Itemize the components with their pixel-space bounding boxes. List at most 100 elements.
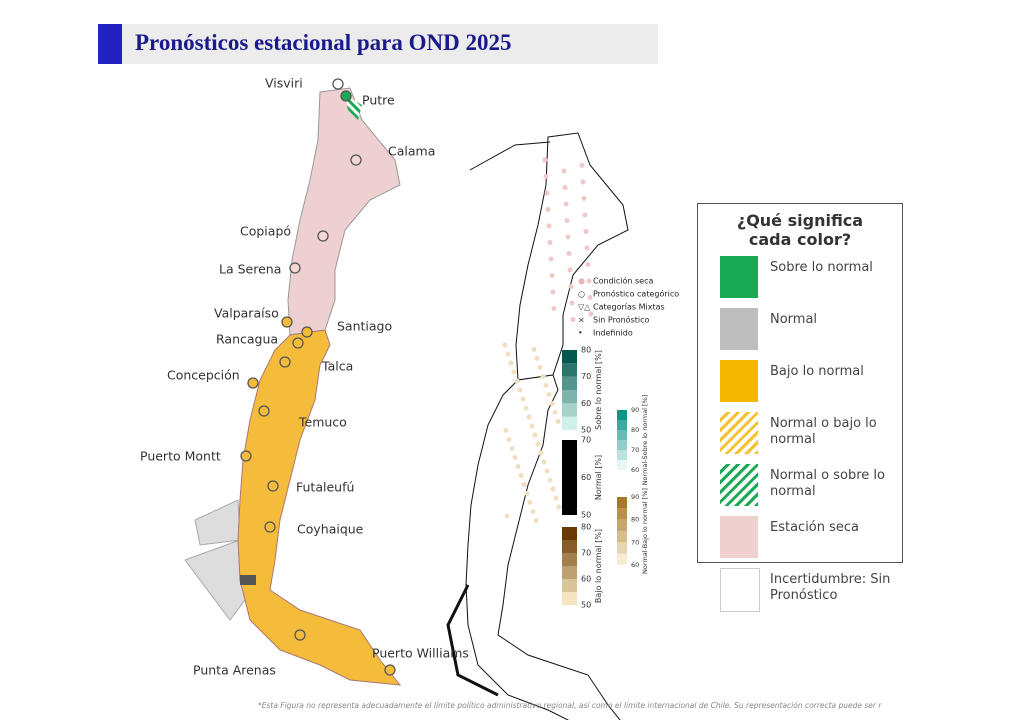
colorbar-tick: 60 [581, 473, 591, 482]
station-dot [552, 410, 558, 415]
station-dot [583, 229, 589, 234]
station-dot [515, 464, 521, 469]
station-dot [546, 392, 552, 397]
fjords [446, 584, 499, 697]
station-dot [505, 351, 511, 357]
station-dot [581, 196, 587, 201]
station-dot [570, 317, 576, 322]
colorbar-step [617, 531, 627, 543]
legend-label: Sobre lo normal [770, 260, 873, 275]
colorbar-step [562, 452, 577, 465]
station-dot [542, 157, 548, 163]
colorbar-step [617, 450, 627, 460]
title-bar [98, 24, 658, 64]
legend-label: Normal o sobre lo normal [770, 468, 885, 499]
city-marker [292, 337, 304, 349]
colorbar-tick: 60 [581, 399, 591, 408]
station-dot [556, 504, 562, 510]
city-marker [264, 521, 276, 533]
colorbar-tick: 50 [581, 511, 591, 520]
legend-swatch [720, 412, 758, 454]
station-dot [524, 491, 530, 496]
legend-label: Normal [770, 312, 818, 327]
colorbar-step [562, 540, 577, 553]
colorbar-step [562, 376, 577, 390]
station-dot [569, 300, 575, 306]
city-marker [317, 230, 329, 242]
legend-label: Normal o bajo lo normal [770, 416, 877, 447]
city-marker [247, 377, 259, 389]
legend-symbol: ○ [578, 290, 585, 299]
city-label: Futaleufú [296, 480, 354, 495]
city-label: Visviri [265, 76, 303, 91]
outline-north [515, 132, 629, 381]
station-dot [580, 179, 586, 185]
colorbar-step [617, 430, 627, 440]
station-dot [502, 342, 508, 348]
colorbar-tick: 70 [581, 436, 591, 445]
colorbar-tick: 60 [581, 575, 591, 584]
legend-label: Bajo lo normal [770, 364, 864, 379]
dry-region [287, 87, 401, 336]
station-dot [534, 356, 540, 361]
colorbar-step [562, 592, 577, 605]
colorbar-step [617, 553, 627, 565]
station-dot [547, 240, 553, 245]
station-dot [544, 190, 550, 196]
station-dot [561, 168, 567, 174]
city-label: Santiago [337, 319, 392, 334]
station-dot [543, 383, 549, 388]
colorbar-step [562, 490, 577, 503]
map-legend-label: Categorías Mixtas [593, 303, 665, 312]
colorbar-tick: 80 [581, 346, 591, 355]
border [469, 141, 551, 171]
legend-swatch [720, 360, 758, 402]
colorbar-step [617, 420, 627, 430]
colorbar-label: Normal-Bajo lo normal [%] [641, 488, 649, 574]
station-dot [562, 185, 568, 190]
islands [184, 499, 246, 621]
city-label: Concepción [167, 368, 240, 383]
city-label: Putre [362, 93, 395, 108]
colorbar-tick: 70 [631, 446, 639, 454]
station-dot [565, 234, 571, 240]
station-dot [545, 207, 551, 212]
station-dot [563, 201, 569, 207]
city-label: Coyhaique [297, 522, 364, 537]
station-dot [567, 267, 573, 273]
station-dot [564, 218, 570, 223]
colorbar-tick: 90 [631, 493, 639, 501]
station-dot [527, 500, 533, 505]
city-label: Talca [321, 359, 353, 374]
city-label: Rancagua [216, 332, 278, 347]
city-label: Calama [388, 144, 435, 159]
city-label: Copiapó [240, 224, 291, 239]
legend-symbol: • [578, 329, 583, 338]
city-label: Punta Arenas [193, 663, 276, 678]
station-dot [541, 459, 547, 465]
station-dot [526, 414, 532, 420]
station-dot [504, 513, 510, 519]
colorbar-step [562, 579, 577, 592]
colorbar-step [617, 508, 627, 520]
station-dot [514, 378, 520, 384]
colorbar-tick: 80 [631, 426, 639, 434]
city-label: Puerto Montt [140, 449, 221, 464]
footnote: *Esta Figura no representa adecuadamente… [258, 701, 882, 710]
map-legend-label: Indefinido [593, 329, 633, 338]
legend-swatch [720, 516, 758, 558]
colorbar-tick: 70 [581, 372, 591, 381]
colorbar-tick: 50 [581, 601, 591, 610]
colorbar-step [617, 440, 627, 450]
station-dot [535, 441, 541, 447]
right-map [446, 132, 629, 720]
colorbar-step [562, 477, 577, 490]
station-dot [549, 401, 555, 406]
city-label: La Serena [219, 262, 281, 277]
colorbar-tick: 80 [631, 516, 639, 524]
title: Pronósticos estacional para OND 2025 [135, 30, 512, 55]
legend-swatch [720, 256, 758, 298]
legend-symbol: ▽△ [578, 303, 591, 312]
